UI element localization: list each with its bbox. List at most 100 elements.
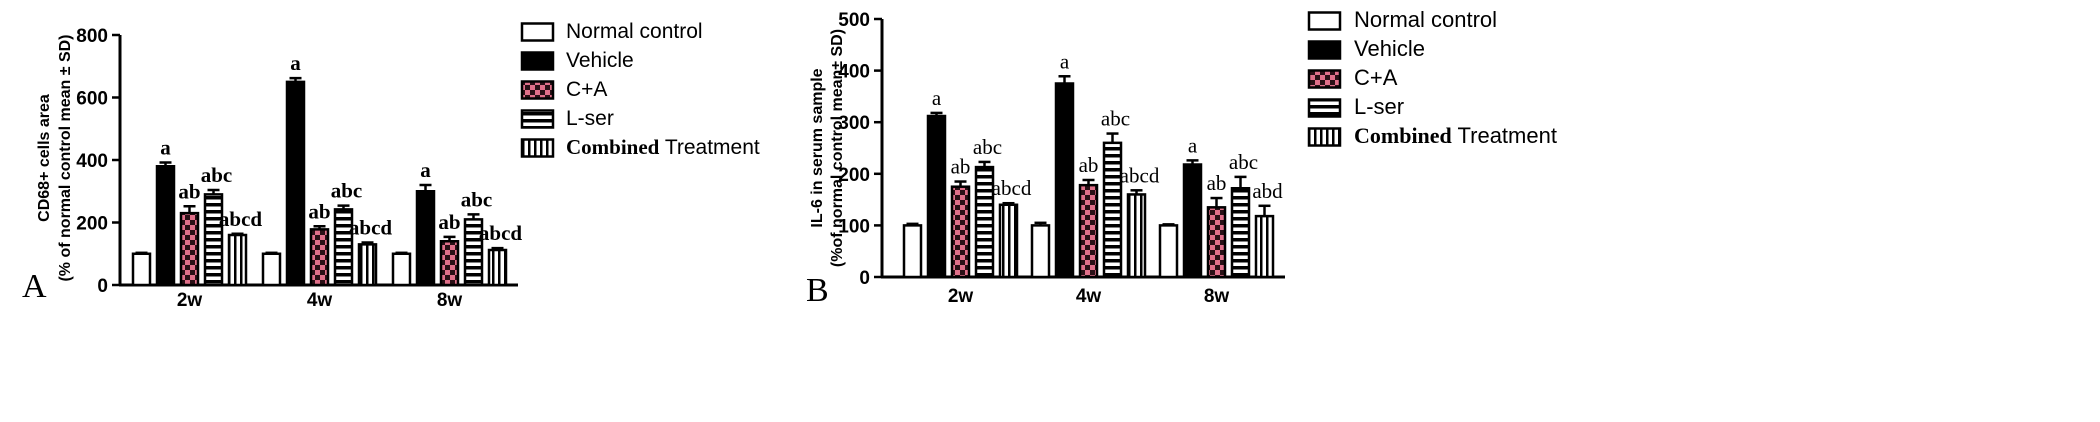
bar <box>998 203 1019 279</box>
chart-panel-b: 0 100 200 300 400 500 IL-6 in serum sample (%of… <box>806 7 1557 309</box>
bar <box>415 190 436 287</box>
significance-label: abc <box>201 163 233 187</box>
y-tick-label: 0 <box>859 268 870 289</box>
legend-entry-label-text: L-ser <box>1354 94 1404 119</box>
significance-label: abc <box>973 135 1002 159</box>
significance-label: a <box>160 136 171 160</box>
legend-entry-label: L-ser <box>566 107 614 130</box>
bar <box>439 240 460 287</box>
legend-entry-label-text: Vehicle <box>566 49 634 72</box>
significance-label: abc <box>1101 107 1130 131</box>
bar <box>131 252 152 287</box>
ca-swatch <box>1307 69 1342 89</box>
vehicle-swatch <box>1307 40 1342 60</box>
chart-panel-a: 0 200 400 600 800 CD68+ cells area (% of norma… <box>22 20 760 311</box>
significance-label: abc <box>461 187 493 211</box>
y-tick-label: 800 <box>76 26 108 47</box>
bar <box>974 165 995 279</box>
legend-entry-label-prefix: Combined <box>1354 123 1452 148</box>
y-tick-label: 200 <box>76 214 108 235</box>
legend-entry-label-text: Treatment <box>659 136 760 159</box>
x-tick-label: 8w <box>437 290 463 311</box>
legend-entry-label: Combined Treatment <box>1354 123 1557 148</box>
legend-entry-label: Vehicle <box>1354 36 1425 61</box>
significance-label: abd <box>1252 179 1283 203</box>
bar <box>926 114 947 279</box>
significance-label: ab <box>1207 171 1227 195</box>
significance-label: ab <box>178 179 200 203</box>
bar <box>1206 206 1227 279</box>
y-tick-label: 600 <box>76 89 108 110</box>
bar <box>261 252 282 287</box>
l-ser-swatch <box>1307 98 1342 118</box>
bar <box>902 224 923 279</box>
x-tick-label: 4w <box>307 290 333 311</box>
significance-label: abcd <box>1120 163 1160 187</box>
bar <box>1126 193 1147 279</box>
bar <box>1182 163 1203 279</box>
bar <box>1030 224 1051 279</box>
significance-label: a <box>932 86 942 110</box>
normal-control-swatch <box>520 22 555 42</box>
significance-label: abcd <box>349 216 393 240</box>
bar <box>1254 214 1275 279</box>
y-tick-label: 0 <box>97 276 108 297</box>
legend-entry-label-text: L-ser <box>566 107 614 130</box>
normal-control-swatch <box>1307 11 1342 31</box>
x-tick-label: 4w <box>1076 286 1102 307</box>
significance-label: abc <box>331 179 363 203</box>
legend-entry-label-text: Treatment <box>1452 123 1557 148</box>
y-tick-label: 400 <box>76 151 108 172</box>
bar <box>1078 183 1099 279</box>
bar <box>285 80 306 287</box>
y-tick-label: 300 <box>838 113 870 134</box>
significance-label: a <box>1188 133 1198 157</box>
significance-label: ab <box>308 199 330 223</box>
y-axis-label-units: (%of normal control mean± SD) <box>829 29 846 267</box>
legend: Normal control Vehicle C+A L-ser Combined Tr… <box>1307 7 1557 148</box>
vehicle-swatch <box>520 51 555 71</box>
combined-treatment-swatch <box>1307 127 1342 147</box>
y-axis-label: CD68+ cells area <box>36 94 53 222</box>
legend: Normal control Vehicle C+A L-ser Combined Tr… <box>520 20 760 159</box>
significance-label: a <box>1060 49 1070 73</box>
legend-entry-label: C+A <box>566 78 607 101</box>
combined-treatment-swatch <box>520 138 555 158</box>
significance-label: abcd <box>992 176 1032 200</box>
y-tick-label: 200 <box>838 165 870 186</box>
significance-label: ab <box>951 155 971 179</box>
bar <box>309 228 330 287</box>
x-tick-label: 2w <box>948 286 974 307</box>
significance-label: abcd <box>479 221 523 245</box>
legend-entry-label: L-ser <box>1354 94 1404 119</box>
legend-entry-label-prefix: Combined <box>566 135 660 159</box>
y-tick-label: 500 <box>838 10 870 31</box>
significance-label: abcd <box>219 207 263 231</box>
legend-entry-label-text: Vehicle <box>1354 36 1425 61</box>
legend-entry-label: Normal control <box>1354 7 1497 32</box>
bar <box>1054 82 1075 279</box>
legend-entry-label: Combined Treatment <box>566 135 760 159</box>
significance-label: a <box>420 158 431 182</box>
ca-swatch <box>520 80 555 100</box>
y-axis-label: IL-6 in serum sample <box>809 68 826 227</box>
significance-label: a <box>290 51 301 75</box>
bar <box>487 248 508 287</box>
legend-entry-label-text: C+A <box>566 78 607 101</box>
bar <box>950 185 971 279</box>
significance-label: ab <box>438 210 460 234</box>
x-tick-label: 8w <box>1204 286 1230 307</box>
bar <box>155 165 176 287</box>
panel-label: A <box>22 268 47 305</box>
legend-entry-label-text: C+A <box>1354 65 1398 90</box>
bar <box>1230 186 1251 279</box>
bar <box>357 243 378 287</box>
bar <box>1102 141 1123 279</box>
bar <box>1158 224 1179 279</box>
y-tick-label: 100 <box>838 216 870 237</box>
legend-entry-label: Normal control <box>566 20 703 43</box>
panel-label: B <box>806 272 829 309</box>
legend-entry-label-text: Normal control <box>566 20 703 43</box>
